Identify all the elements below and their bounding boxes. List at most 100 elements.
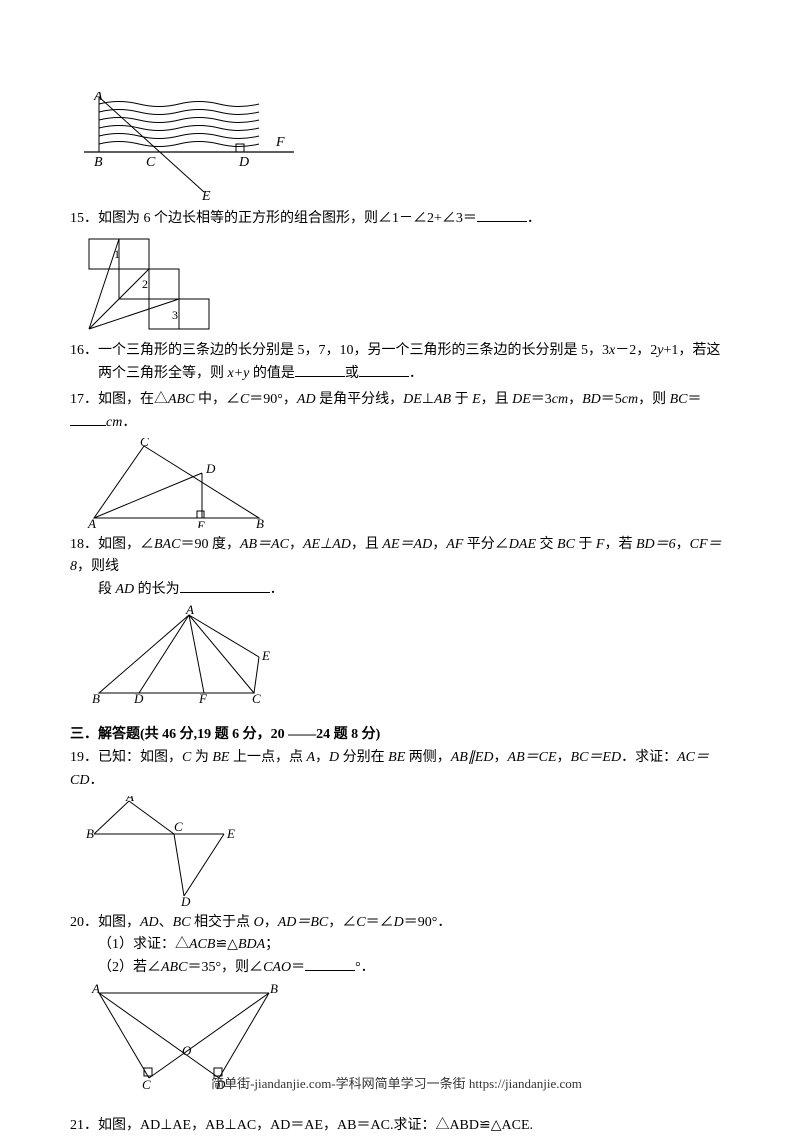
q18-lE: E xyxy=(261,648,270,663)
q15-suffix: ． xyxy=(527,211,541,226)
q18-tc: 平分∠ xyxy=(463,537,509,552)
q20-lA: A xyxy=(91,983,100,996)
q19-suffix: ． xyxy=(89,773,103,788)
q15-figure: 1 2 3 xyxy=(84,234,723,334)
q17-eqsign: ＝ xyxy=(688,392,702,407)
q19-A: A xyxy=(306,750,315,765)
q18-lD: D xyxy=(133,691,144,705)
q17-perp: ⊥ xyxy=(422,392,434,407)
q15-label-2: 2 xyxy=(142,277,148,291)
q18-tf: ，若 xyxy=(604,537,636,552)
q17-C: C xyxy=(240,392,249,407)
q18-ta: 如图，∠ xyxy=(98,537,154,552)
q16-blank2 xyxy=(359,363,409,377)
q16-blank1 xyxy=(295,363,345,377)
q19-c2: ， xyxy=(494,750,508,765)
q20-C: C xyxy=(356,915,365,930)
q18-BC: BC xyxy=(557,537,575,552)
q17-lE: E xyxy=(196,518,205,528)
q19-lE: E xyxy=(226,826,235,841)
q17-BD: BD xyxy=(582,392,601,407)
q19-C: C xyxy=(182,750,191,765)
q19-BE: BE xyxy=(212,750,229,765)
q17-cm: cm xyxy=(552,392,568,407)
q17-mid4: 于 xyxy=(451,392,472,407)
q20-s1a: （1）求证：△ xyxy=(98,937,189,952)
q18-suffix: ． xyxy=(270,582,284,597)
q19-c3: ， xyxy=(557,750,571,765)
label-C: C xyxy=(146,155,156,170)
q21-num: 21． xyxy=(70,1118,98,1133)
q16-minus: －2，2 xyxy=(615,343,657,358)
q20-eqsign: ＝ xyxy=(291,960,305,975)
q20-c2: ，∠ xyxy=(328,915,356,930)
q17-then: ，则 xyxy=(638,392,670,407)
q18-tg: ，则线 xyxy=(77,559,119,574)
q17-mid3: 是角平分线， xyxy=(316,392,404,407)
q20-semi: ； xyxy=(265,937,279,952)
q17-eq3: ＝3 xyxy=(531,392,552,407)
q17-unit: cm xyxy=(106,415,122,430)
q14-figure: A B C D E F xyxy=(84,92,723,202)
q16-or: 或 xyxy=(345,366,359,381)
q17-E: E xyxy=(472,392,481,407)
q15: 15．如图为 6 个边长相等的正方形的组合图形，则∠1－∠2+∠3＝． xyxy=(70,208,723,230)
q20-eq90: ＝90°． xyxy=(404,915,452,930)
q18-AEeqAD: AE＝AD xyxy=(382,537,432,552)
q17-DE2: DE xyxy=(512,392,531,407)
q20-lO: O xyxy=(182,1043,192,1058)
q17-BC: BC xyxy=(670,392,688,407)
q17-pre: 如图，在△ xyxy=(98,392,168,407)
q19-lB: B xyxy=(86,826,94,841)
q18-l2b: 的长为 xyxy=(134,582,180,597)
q19-BE2: BE xyxy=(388,750,405,765)
q16-suffix: ． xyxy=(409,366,423,381)
q16-num: 16． xyxy=(70,343,98,358)
q19-lC: C xyxy=(174,819,183,834)
q19-tc: 上一点，点 xyxy=(229,750,306,765)
q18-BAC: BAC xyxy=(154,537,180,552)
q17-cm2: cm xyxy=(622,392,638,407)
q15-num: 15． xyxy=(70,211,98,226)
q17-ABC: ABC xyxy=(168,392,194,407)
q17-num: 17． xyxy=(70,392,98,407)
q20-eq35: ＝35°，则∠ xyxy=(187,960,263,975)
q20-blank xyxy=(305,957,355,971)
q20-ADBC: AD＝BC xyxy=(278,915,329,930)
q20-O: O xyxy=(254,915,264,930)
q18-lB: B xyxy=(92,691,100,705)
q18-lA: A xyxy=(185,605,194,617)
q17-figure: A B C D E xyxy=(84,438,723,528)
q18-c1: ， xyxy=(289,537,303,552)
q19-tb: 为 xyxy=(191,750,212,765)
q20-BDA: BDA xyxy=(238,937,265,952)
q18-l2a: 段 xyxy=(98,582,116,597)
q19-num: 19． xyxy=(70,750,98,765)
q18-td: 交 xyxy=(536,537,557,552)
q16-text-a: 一个三角形的三条边的长分别是 5，7，10，另一个三角形的三条边的长分别是 5，… xyxy=(98,343,609,358)
q17-AB: AB xyxy=(434,392,451,407)
q16-plus: +1，若这 xyxy=(663,343,720,358)
q21-text: 如图，AD⊥AE，AB⊥AC，AD＝AE，AB＝AC.求证：△ABD≌△ACE. xyxy=(98,1118,533,1133)
q19-lA: A xyxy=(125,796,134,804)
q17-mid5: ，且 xyxy=(481,392,513,407)
q19-figure: A B C D E xyxy=(84,796,723,906)
label-A: A xyxy=(93,92,103,104)
q17-suffix: ． xyxy=(122,415,136,430)
q20-eq: ＝∠ xyxy=(366,915,394,930)
q20-ACB: ACB xyxy=(189,937,215,952)
q17-lD: D xyxy=(205,461,216,476)
q19-te: 两侧， xyxy=(405,750,451,765)
q17-eq5: ＝5 xyxy=(601,392,622,407)
q19-ABED: AB∥ED xyxy=(451,750,494,765)
q17-blank xyxy=(70,412,106,426)
q19-ta: 已知：如图， xyxy=(98,750,182,765)
q19: 19．已知：如图，C 为 BE 上一点，点 A，D 分别在 BE 两侧，AB∥E… xyxy=(70,747,723,792)
q16-text-c: 的值是 xyxy=(249,366,295,381)
q15-blank xyxy=(477,208,527,222)
q19-D: D xyxy=(329,750,339,765)
q15-label-3: 3 xyxy=(172,308,178,322)
q20-CAO: CAO xyxy=(263,960,291,975)
q18-AF: AF xyxy=(446,537,463,552)
q17-lC: C xyxy=(140,438,149,449)
